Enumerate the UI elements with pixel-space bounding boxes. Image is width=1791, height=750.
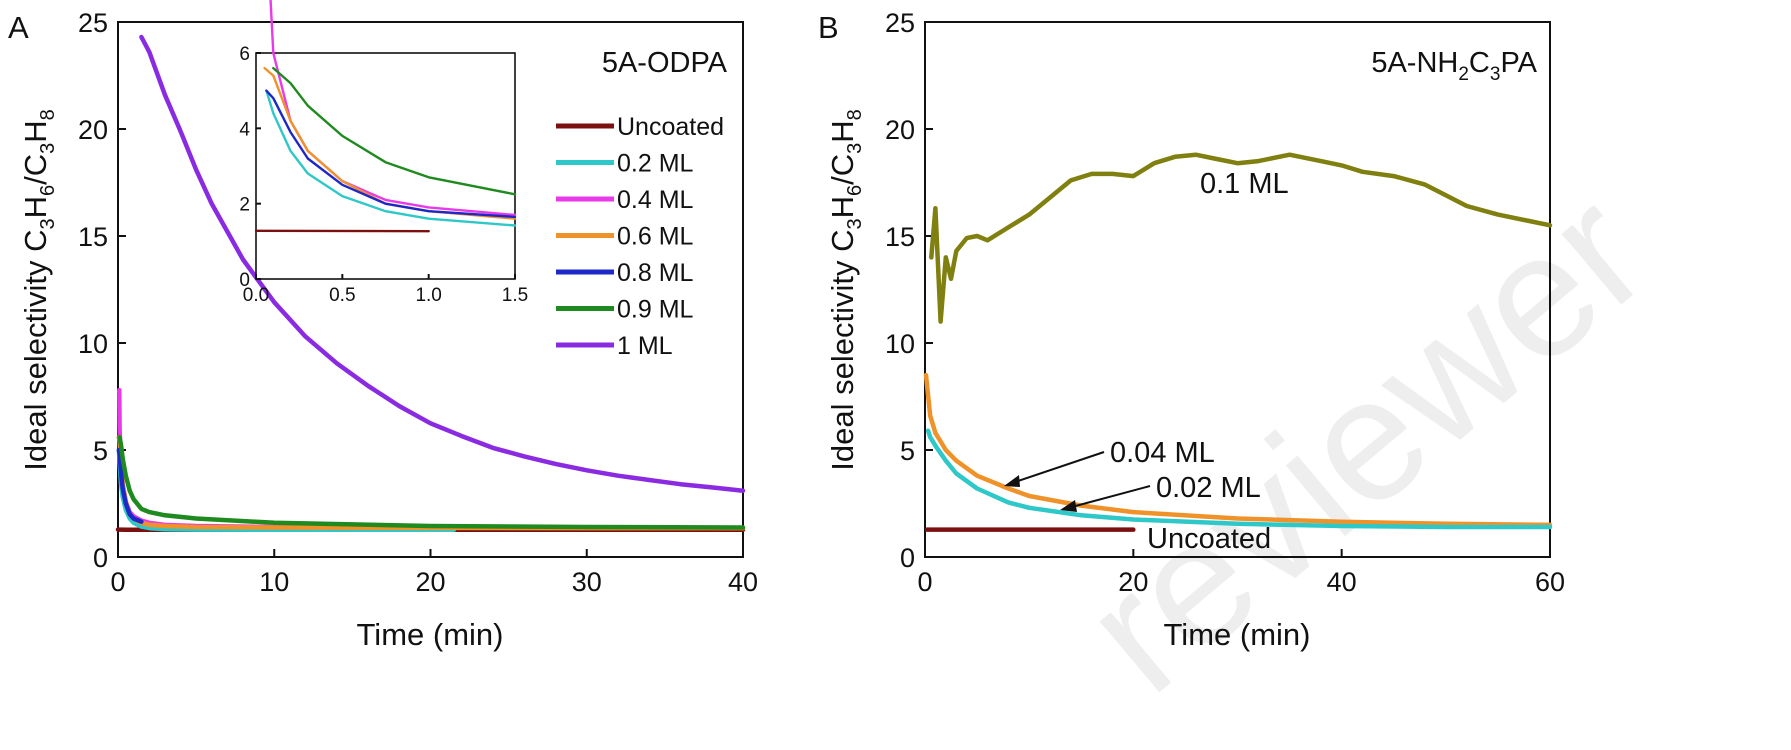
- inset-y-tick-label: 6: [239, 44, 250, 65]
- inset-x-tick-label: 1.5: [502, 285, 528, 306]
- panel-a-x-tick-label: 10: [259, 567, 289, 597]
- panel-b-plot-frame: [924, 21, 1551, 558]
- panel-a-legend: Uncoated 0.2 ML 0.4 ML 0.6 ML 0.8 ML 0.9 ML 1 …: [556, 113, 724, 360]
- inset-x-tick-label: 0.0: [243, 285, 269, 306]
- panel-b-x-tick-label: 60: [1535, 567, 1565, 597]
- panel-b-x-tick-label: 20: [1118, 567, 1148, 597]
- legend-label: 0.9 ML: [617, 296, 694, 324]
- inset-x-tick-label: 1.0: [415, 285, 441, 306]
- panel-a-series-0-4-ml: [117, 387, 472, 530]
- legend-item-0-4-ml: 0.4 ML: [556, 186, 694, 214]
- inset-x-tick-label: 0.5: [329, 285, 355, 306]
- panel-a-inset: 0.0 0.5 1.0 1.5 0 2 4 6: [239, 0, 528, 306]
- inset-y-tick-label: 0: [239, 270, 250, 291]
- panel-b-series: [923, 152, 1553, 532]
- legend-item-1-ml: 1 ML: [556, 332, 673, 360]
- panel-a-letter: A: [8, 10, 29, 45]
- panel-b-series-0-1-ml: [929, 152, 1553, 324]
- panel-a-x-tick-label: 40: [728, 567, 758, 597]
- inset-y-tick-label: 4: [239, 119, 250, 140]
- panel-b-y-tick-label: 5: [900, 436, 915, 466]
- panel-a-sample-label: 5A-ODPA: [602, 47, 728, 79]
- arrow-0-04-ml: [1004, 451, 1105, 487]
- panel-a-x-tick-label: 20: [415, 567, 445, 597]
- panel-a-x-axis-title: Time (min): [357, 617, 504, 652]
- legend-item-0-9-ml: 0.9 ML: [556, 296, 694, 324]
- panel-a-x-tick-label: 30: [572, 567, 602, 597]
- panel-a-y-tick-label: 5: [93, 436, 108, 466]
- panel-a-y-tick-label: 15: [78, 222, 108, 252]
- panel-a-series-0-6-ml: [116, 434, 746, 531]
- panel-a-y-tick-label: 25: [78, 8, 108, 38]
- panel-a-y-tick-label: 0: [93, 543, 108, 573]
- legend-item-uncoated: Uncoated: [556, 113, 724, 141]
- panel-a-series: [115, 34, 746, 533]
- panel-a-series-0-8-ml: [116, 447, 144, 524]
- panel-b-sample-label: 5A-NH2C3PA: [1371, 47, 1537, 85]
- inset-series: [254, 0, 517, 233]
- panel-b-ticks: 0 20 40 60 0 5 10 15 20 25: [885, 8, 1565, 597]
- legend-label: 0.2 ML: [617, 150, 694, 178]
- panel-b-y-tick-label: 10: [885, 329, 915, 359]
- label-uncoated: Uncoated: [1147, 523, 1271, 555]
- legend-label: 0.6 ML: [617, 223, 694, 251]
- legend-label: 0.8 ML: [617, 259, 694, 287]
- legend-item-0-2-ml: 0.2 ML: [556, 150, 694, 178]
- arrow-0-02-ml: [1060, 485, 1151, 512]
- panel-b-x-tick-label: 0: [917, 567, 932, 597]
- panel-a-y-axis-title: Ideal selectivity C3H6/C3H8: [18, 109, 59, 471]
- panel-b-x-axis-title: Time (min): [1164, 617, 1311, 652]
- legend-label: 1 ML: [617, 332, 673, 360]
- legend-item-0-8-ml: 0.8 ML: [556, 259, 694, 287]
- label-0-02-ml: 0.02 ML: [1156, 472, 1261, 504]
- panel-b-y-tick-label: 20: [885, 115, 915, 145]
- panel-a-y-tick-label: 10: [78, 329, 108, 359]
- legend-label: Uncoated: [617, 113, 724, 141]
- legend-item-0-6-ml: 0.6 ML: [556, 223, 694, 251]
- panel-a-x-tick-label: 0: [110, 567, 125, 597]
- label-0-04-ml: 0.04 ML: [1110, 437, 1215, 469]
- panel-b: B 0 20 40 60 0 5 10 15 20 25 5A-NH2C3PA Time (min…: [818, 8, 1565, 652]
- panel-b-series-0-04-ml: [923, 372, 1553, 528]
- inset-ticks: 0.0 0.5 1.0 1.5 0 2 4 6: [239, 44, 528, 306]
- panel-b-series-0-02-ml: [925, 428, 1553, 530]
- panel-b-y-tick-label: 0: [900, 543, 915, 573]
- panel-b-y-axis-title: Ideal selectivity C3H6/C3H8: [825, 109, 866, 471]
- inset-series-0-8-ml: [265, 89, 517, 219]
- panel-b-y-tick-label: 15: [885, 222, 915, 252]
- inset-series-0-2-ml: [265, 89, 517, 227]
- inset-y-tick-label: 2: [239, 195, 250, 216]
- label-0-1-ml: 0.1 ML: [1200, 168, 1289, 200]
- panel-a-y-tick-label: 20: [78, 115, 108, 145]
- inset-frame: [255, 52, 516, 280]
- panel-a-series-0-9-ml: [117, 434, 746, 530]
- inset-series-0-9-ml: [272, 66, 517, 196]
- panel-b-letter: B: [818, 10, 839, 45]
- legend-label: 0.4 ML: [617, 186, 694, 214]
- panel-b-y-tick-label: 25: [885, 8, 915, 38]
- panel-a-series-1-ml: [139, 34, 746, 493]
- panel-b-x-tick-label: 40: [1327, 567, 1357, 597]
